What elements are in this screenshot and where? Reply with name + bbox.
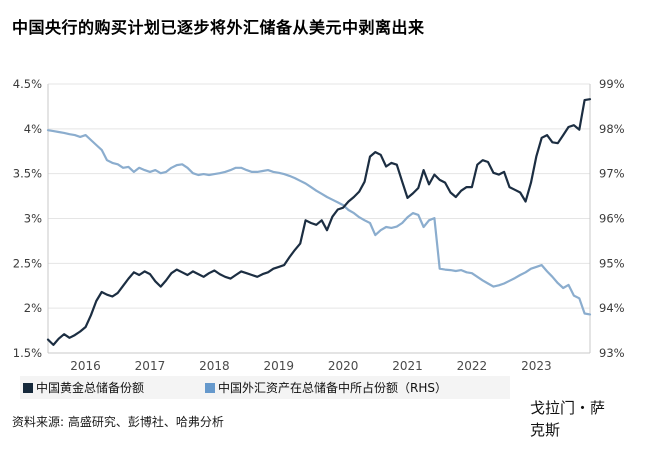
- right-axis-tick-label: 98%: [599, 122, 625, 136]
- legend-swatch-icon: [205, 382, 215, 393]
- brand-wordmark: 戈拉门・萨克斯: [530, 399, 606, 439]
- right-axis-tick-label: 94%: [599, 301, 625, 315]
- left-axis-tick-label: 3.5%: [13, 167, 42, 181]
- left-axis-tick-label: 2%: [24, 301, 42, 315]
- left-axis-tick-label: 3%: [24, 212, 42, 226]
- legend-label: 中国外汇资产在总储备中所占份额（RHS）: [218, 381, 447, 395]
- left-axis-tick-label: 4%: [24, 122, 42, 136]
- x-axis-year-label: 2016: [70, 359, 101, 373]
- legend-item: 中国黄金总储备份额: [23, 376, 144, 399]
- legend-swatch-icon: [23, 382, 33, 393]
- right-axis-tick-label: 95%: [599, 256, 625, 270]
- right-axis-tick-label: 96%: [599, 212, 625, 226]
- legend-label: 中国黄金总储备份额: [36, 381, 145, 395]
- x-axis-year-label: 2017: [135, 359, 166, 373]
- x-axis-year-label: 2020: [328, 359, 359, 373]
- fx-share-line: [46, 129, 592, 316]
- right-axis-tick-label: 93%: [599, 346, 625, 360]
- gold-share-line: [46, 98, 592, 346]
- x-axis-year-label: 2023: [521, 359, 552, 373]
- right-axis-tick-label: 99%: [599, 77, 625, 91]
- left-axis-tick-label: 2.5%: [13, 256, 42, 270]
- left-axis-tick-label: 4.5%: [13, 77, 42, 91]
- chart-legend: 中国黄金总储备份额 中国外汇资产在总储备中所占份额（RHS）: [20, 376, 510, 399]
- right-axis-tick-label: 97%: [599, 167, 625, 181]
- chart-title: 中国央行的购买计划已逐步将外汇储备从美元中剥离出来: [12, 18, 425, 37]
- x-axis-year-label: 2018: [199, 359, 230, 373]
- x-axis-year-label: 2021: [392, 359, 423, 373]
- legend-item: 中国外汇资产在总储备中所占份额（RHS）: [205, 376, 447, 399]
- left-axis-tick-label: 1.5%: [13, 346, 42, 360]
- x-axis-year-label: 2022: [457, 359, 488, 373]
- source-note: 资料来源: 高盛研究、彭博社、哈弗分析: [12, 415, 224, 429]
- x-axis-year-label: 2019: [263, 359, 294, 373]
